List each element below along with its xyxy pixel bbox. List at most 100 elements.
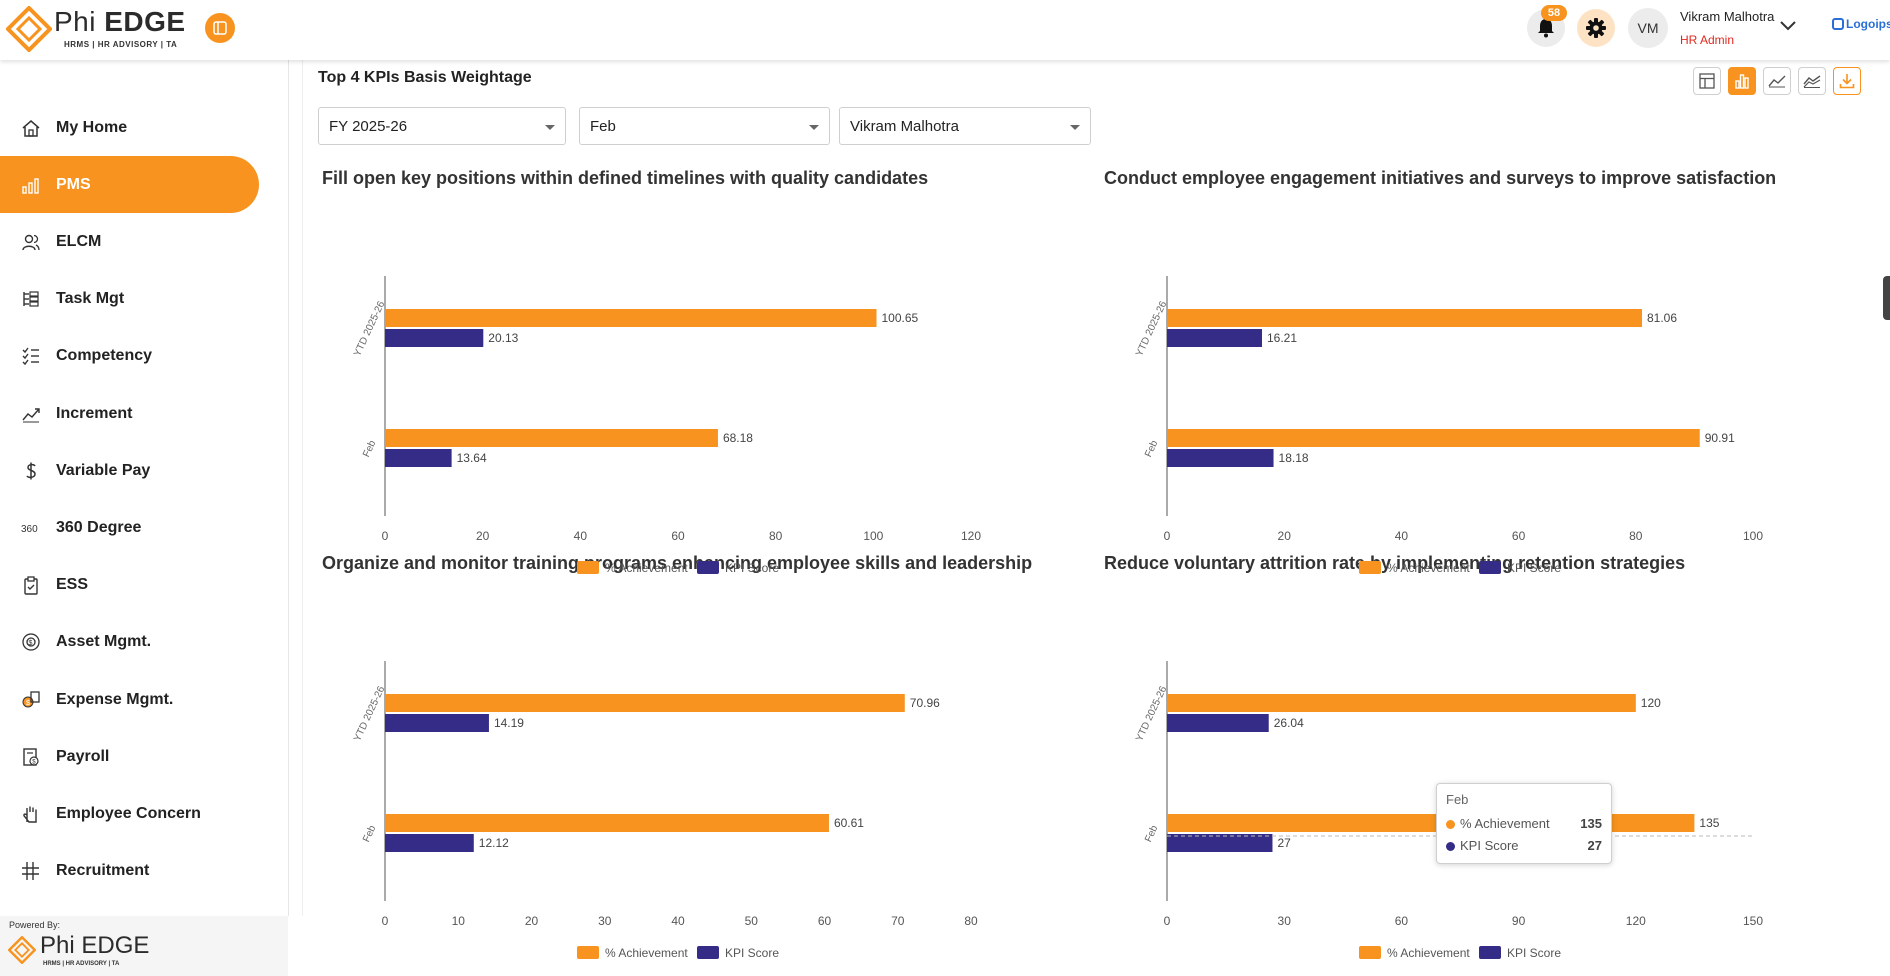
x-tick-label: 80 xyxy=(769,529,783,543)
users-icon xyxy=(20,231,42,253)
chart-legend: % Achievement KPI Score xyxy=(1359,561,1561,575)
bar-chart-icon xyxy=(1735,74,1749,89)
x-tick-label: 30 xyxy=(1278,914,1292,928)
tooltip-title: Feb xyxy=(1446,792,1469,807)
x-tick-label: 0 xyxy=(1164,914,1171,928)
sidebar-toggle-button[interactable] xyxy=(205,13,235,43)
avatar[interactable]: VM xyxy=(1628,8,1668,48)
achievement-bar xyxy=(1167,814,1695,832)
legend-swatch-kpi-score xyxy=(697,561,719,574)
table-icon xyxy=(1699,73,1715,89)
x-tick-label: 150 xyxy=(1743,914,1763,928)
sidebar-item-task-mgt[interactable]: Task Mgt xyxy=(0,271,259,328)
svg-text:360: 360 xyxy=(21,524,38,535)
company-logo-icon xyxy=(1832,18,1844,30)
kpi-chart-1: 0 20 40 60 80 100 120 YTD 2025-26 100.65 20.13 Feb… xyxy=(352,276,981,575)
side-panel-handle[interactable] xyxy=(1883,276,1890,320)
data-label: 27 xyxy=(1277,836,1291,850)
table-view-button[interactable] xyxy=(1693,67,1721,95)
user-name[interactable]: Vikram Malhotra xyxy=(1680,9,1775,24)
notification-count-badge: 58 xyxy=(1541,5,1567,21)
achievement-bar xyxy=(385,814,829,832)
view-toggle-group xyxy=(1693,67,1861,97)
y-category-label: Feb xyxy=(361,438,378,459)
chart-title-2: Conduct employee engagement initiatives … xyxy=(1104,168,1777,188)
achievement-bar xyxy=(385,429,718,447)
tooltip-label-achievement: % Achievement xyxy=(1460,816,1550,831)
sidebar: My Home PMS ELCM Task Mgt Competency Incremen… xyxy=(0,60,289,976)
x-tick-label: 120 xyxy=(961,529,981,543)
x-tick-label: 0 xyxy=(382,529,389,543)
employee-select-value: Vikram Malhotra xyxy=(850,118,959,135)
legend-swatch-achievement xyxy=(1359,561,1381,574)
caret-down-icon xyxy=(809,125,819,130)
sidebar-item-competency[interactable]: Competency xyxy=(0,328,259,385)
sidebar-item-recruitment[interactable]: Recruitment xyxy=(0,843,259,900)
line-chart-view-button[interactable] xyxy=(1763,67,1791,95)
kpi-score-bar xyxy=(385,449,452,467)
data-label: 135 xyxy=(1699,816,1719,830)
kpi-score-bar xyxy=(385,834,474,852)
download-icon xyxy=(1839,74,1855,89)
sidebar-item-expense-mgmt[interactable]: $ Expense Mgmt. xyxy=(0,671,259,728)
sidebar-item-ess[interactable]: ESS xyxy=(0,557,259,614)
tooltip-dot-kpi xyxy=(1446,842,1455,851)
x-tick-label: 60 xyxy=(818,914,832,928)
year-select[interactable]: FY 2025-26 xyxy=(318,107,566,145)
area-chart-view-button[interactable] xyxy=(1798,67,1826,95)
sidebar-item-label: My Home xyxy=(56,118,128,136)
phi-edge-logo[interactable]: Phi EDGE HRMS | HR ADVISORY | TA xyxy=(6,4,186,54)
data-label: 12.12 xyxy=(479,836,509,850)
x-tick-label: 70 xyxy=(891,914,905,928)
task-icon xyxy=(20,288,42,310)
legend-swatch-achievement xyxy=(577,561,599,574)
x-tick-label: 90 xyxy=(1512,914,1526,928)
legend-label-kpi-score: KPI Score xyxy=(1507,946,1561,960)
employee-select[interactable]: Vikram Malhotra xyxy=(839,107,1091,145)
download-button[interactable] xyxy=(1833,67,1861,95)
sidebar-item-asset-mgmt[interactable]: $ Asset Mgmt. xyxy=(0,614,259,671)
sidebar-item-employee-concern[interactable]: Employee Concern xyxy=(0,785,259,842)
settings-button[interactable] xyxy=(1577,9,1615,47)
x-tick-label: 60 xyxy=(671,529,685,543)
x-tick-label: 0 xyxy=(382,914,389,928)
sidebar-item-label: ELCM xyxy=(56,232,102,250)
x-tick-label: 60 xyxy=(1512,529,1526,543)
data-label: 68.18 xyxy=(723,431,753,445)
bar-chart-view-button[interactable] xyxy=(1728,67,1756,95)
legend-swatch-kpi-score xyxy=(1479,561,1501,574)
month-select[interactable]: Feb xyxy=(579,107,830,145)
sidebar-item-label: ESS xyxy=(56,576,89,594)
y-category-label: YTD 2025-26 xyxy=(1134,299,1169,358)
sidebar-item-360-degree[interactable]: 360 360 Degree xyxy=(0,499,259,556)
sidebar-item-increment[interactable]: Increment xyxy=(0,385,259,442)
expense-icon: $ xyxy=(20,689,42,711)
data-label: 14.19 xyxy=(494,716,524,730)
gear-icon xyxy=(1586,18,1606,38)
checklist-icon xyxy=(20,345,42,367)
logo-word: Phi EDGE xyxy=(54,6,186,37)
chart-tooltip: Feb % Achievement 135 KPI Score 27 xyxy=(1436,783,1612,864)
top-bar: Phi EDGE HRMS | HR ADVISORY | TA 58 xyxy=(0,0,1890,60)
sidebar-item-label: Expense Mgmt. xyxy=(56,690,174,708)
x-tick-label: 80 xyxy=(1629,529,1643,543)
asset-icon: $ xyxy=(20,631,42,653)
sidebar-item-my-home[interactable]: My Home xyxy=(0,99,259,156)
x-tick-label: 40 xyxy=(671,914,685,928)
sidebar-item-elcm[interactable]: ELCM xyxy=(0,213,259,270)
legend-label-kpi-score: KPI Score xyxy=(725,946,779,960)
logo-subtitle: HRMS | HR ADVISORY | TA xyxy=(64,40,178,49)
kpi-chart-2: 0 20 40 60 80 100 YTD 2025-26 81.06 16.21 Feb 90.9… xyxy=(1134,276,1763,575)
svg-text:$: $ xyxy=(29,640,33,647)
chevron-down-icon[interactable] xyxy=(1780,18,1796,36)
year-select-value: FY 2025-26 xyxy=(329,118,408,135)
tooltip-dot-achievement xyxy=(1446,820,1455,829)
chart-title-4: Reduce voluntary attrition rate by imple… xyxy=(1104,553,1686,573)
legend-swatch-achievement xyxy=(577,946,599,959)
legend-label-achievement: % Achievement xyxy=(605,946,688,960)
sidebar-item-pms[interactable]: PMS xyxy=(0,156,259,214)
sidebar-item-variable-pay[interactable]: Variable Pay xyxy=(0,442,259,499)
footer-logo-subtitle: HRMS | HR ADVISORY | TA xyxy=(43,961,120,967)
achievement-bar xyxy=(385,309,877,327)
sidebar-item-payroll[interactable]: $ Payroll xyxy=(0,728,259,785)
